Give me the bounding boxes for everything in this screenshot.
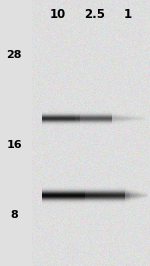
Text: 8: 8 xyxy=(10,210,18,220)
Text: 28: 28 xyxy=(6,50,22,60)
Text: 10: 10 xyxy=(50,7,66,20)
Text: 1: 1 xyxy=(124,7,132,20)
Text: 16: 16 xyxy=(6,140,22,150)
Text: 2.5: 2.5 xyxy=(84,7,105,20)
